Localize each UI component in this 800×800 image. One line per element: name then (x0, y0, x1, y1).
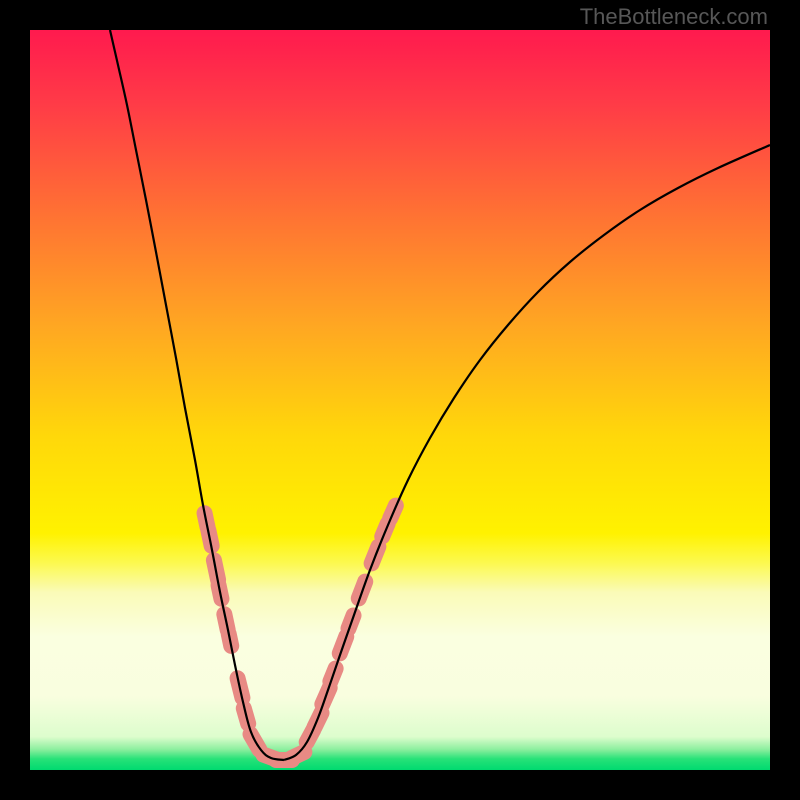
watermark-text: TheBottleneck.com (580, 4, 768, 30)
curve-left-branch (110, 30, 284, 760)
chart-frame: TheBottleneck.com (0, 0, 800, 800)
curve-layer (30, 30, 770, 770)
plot-area (30, 30, 770, 770)
curve-right-branch (284, 145, 770, 760)
scatter-markers (195, 495, 406, 770)
